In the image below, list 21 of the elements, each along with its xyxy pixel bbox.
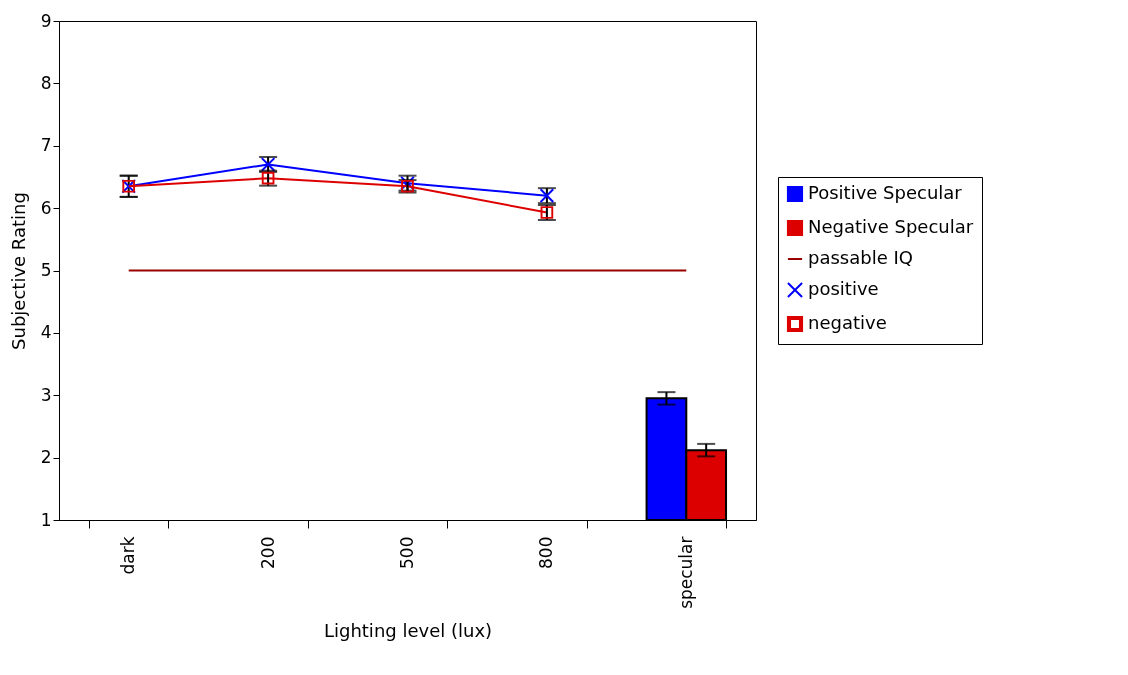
y-tick-label: 2: [40, 447, 52, 468]
x-tick-label: dark: [118, 536, 139, 575]
y-tick-label: 1: [40, 509, 52, 530]
y-tick-label: 3: [40, 384, 52, 405]
legend-label: positive: [808, 278, 879, 299]
x-axis-title: Lighting level (lux): [323, 619, 493, 641]
legend-label: passable IQ: [808, 247, 913, 268]
y-tick-label: 5: [40, 260, 52, 280]
y-tick-label: 9: [40, 10, 52, 31]
legend-label: Negative Specular: [808, 216, 974, 237]
x-tick-label: specular: [675, 536, 696, 609]
y-tick-label: 4: [40, 322, 52, 343]
legend-label: Positive Specular: [808, 182, 963, 203]
x-tick-label: 800: [536, 536, 557, 569]
y-tick-label: 7: [40, 135, 52, 156]
y-axis-title: Subjective Rating: [7, 192, 29, 350]
x-tick-label: 500: [397, 536, 417, 569]
legend-label: negative: [808, 312, 887, 333]
x-tick-label: 200: [257, 536, 278, 569]
y-tick-label: 6: [40, 197, 52, 218]
y-tick-label: 8: [40, 72, 52, 93]
